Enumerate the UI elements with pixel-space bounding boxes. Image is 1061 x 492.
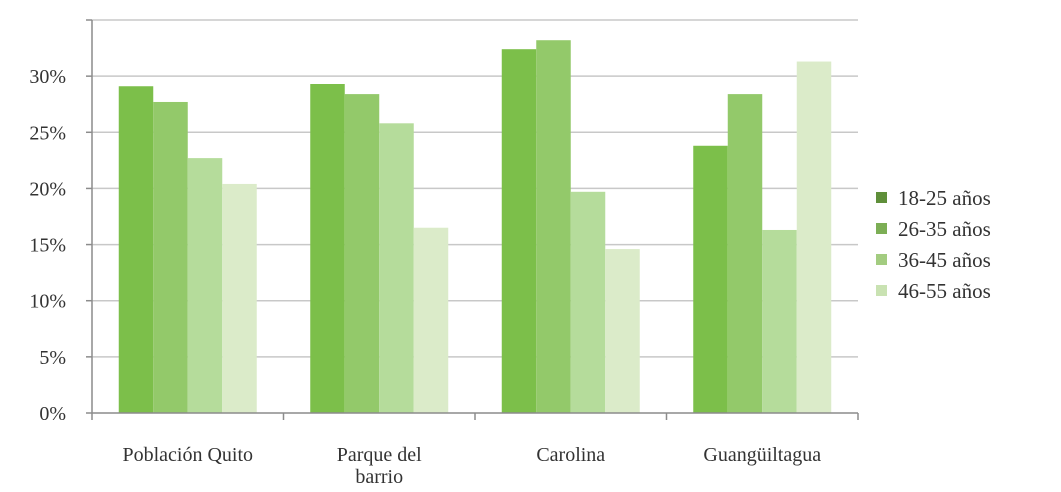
legend-label: 36-45 años [898,248,991,272]
bar [344,94,380,413]
bar [379,123,414,413]
category-label: Población Quito [122,444,253,466]
y-tick-label: 10% [29,291,66,313]
category-label: barrio [355,466,403,488]
legend-swatch [876,223,887,234]
bar [310,84,345,413]
bar [762,229,797,413]
y-tick-label: 30% [29,66,66,88]
legend-swatch [876,285,887,296]
y-tick-label: 5% [39,347,66,369]
bar [605,249,640,413]
category-label: Guangüiltagua [703,444,821,466]
y-tick-label: 20% [29,178,66,200]
bar [222,183,257,413]
legend-label: 46-55 años [898,279,991,303]
axes: 0% 5% 10% 15% 20% 25% 30% Población Quito Parque… [29,19,859,488]
bar [693,145,728,413]
bar [536,40,571,414]
bars [118,40,832,414]
bar [413,227,449,413]
bar [153,101,188,414]
category-label: Carolina [536,444,605,466]
y-tick-label: 0% [39,403,66,425]
y-tick-label: 25% [29,122,66,144]
bar [501,49,537,414]
legend: 18-25 años 26-35 años 36-45 años 46-55 años [876,186,991,303]
legend-label: 26-35 años [898,217,991,241]
legend-label: 18-25 años [898,186,991,210]
bar [118,86,154,414]
bar [796,61,832,413]
bar [570,191,606,413]
category-label: Parque del [337,444,422,466]
bar [727,94,763,413]
y-tick-label: 15% [29,235,66,257]
legend-swatch [876,254,887,265]
bar [187,158,223,413]
legend-swatch [876,192,887,203]
